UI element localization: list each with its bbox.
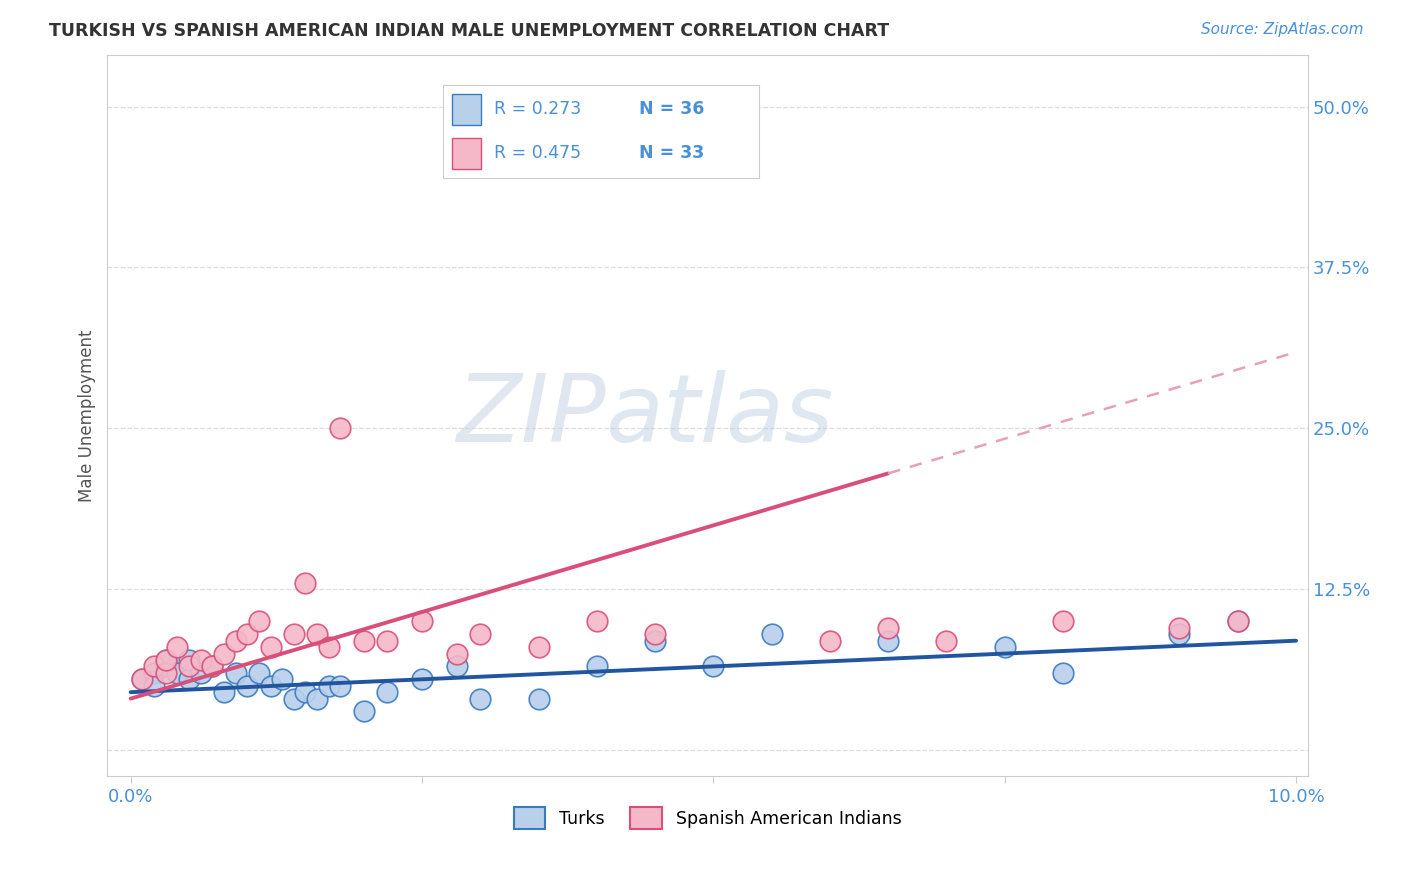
Point — [644, 627, 666, 641]
Point — [411, 673, 433, 687]
Point — [1168, 627, 1191, 641]
Point — [527, 691, 550, 706]
Point — [177, 653, 200, 667]
Point — [994, 640, 1017, 654]
Point — [702, 659, 724, 673]
Point — [283, 691, 305, 706]
Point — [166, 640, 188, 654]
Text: N = 36: N = 36 — [640, 100, 704, 118]
Point — [585, 615, 607, 629]
Point — [935, 633, 957, 648]
Point — [411, 615, 433, 629]
Point — [201, 659, 224, 673]
Point — [307, 627, 329, 641]
Point — [190, 653, 212, 667]
Text: Source: ZipAtlas.com: Source: ZipAtlas.com — [1201, 22, 1364, 37]
Point — [190, 665, 212, 680]
Text: R = 0.475: R = 0.475 — [494, 145, 581, 162]
Point — [329, 421, 352, 435]
Point — [1168, 621, 1191, 635]
Point — [143, 659, 166, 673]
Y-axis label: Male Unemployment: Male Unemployment — [79, 329, 96, 501]
Point — [375, 633, 398, 648]
Point — [212, 647, 235, 661]
Point — [131, 673, 153, 687]
Point — [236, 679, 259, 693]
Point — [527, 640, 550, 654]
Text: ZIP: ZIP — [456, 370, 606, 461]
Point — [177, 659, 200, 673]
Point — [236, 627, 259, 641]
Point — [702, 151, 724, 165]
Bar — [453, 95, 481, 125]
Point — [131, 673, 153, 687]
Point — [318, 679, 340, 693]
Point — [585, 659, 607, 673]
Text: TURKISH VS SPANISH AMERICAN INDIAN MALE UNEMPLOYMENT CORRELATION CHART: TURKISH VS SPANISH AMERICAN INDIAN MALE … — [49, 22, 890, 40]
Point — [446, 659, 468, 673]
Point — [818, 633, 841, 648]
Point — [353, 705, 375, 719]
Point — [375, 685, 398, 699]
Point — [877, 621, 900, 635]
Point — [329, 679, 352, 693]
Point — [247, 615, 270, 629]
Point — [201, 659, 224, 673]
Text: atlas: atlas — [606, 370, 834, 461]
Point — [1226, 615, 1249, 629]
Point — [259, 640, 281, 654]
Point — [247, 665, 270, 680]
Point — [155, 653, 177, 667]
Legend: Turks, Spanish American Indians: Turks, Spanish American Indians — [506, 800, 908, 836]
Point — [307, 691, 329, 706]
Point — [1226, 615, 1249, 629]
Point — [283, 627, 305, 641]
Point — [155, 653, 177, 667]
Point — [225, 665, 247, 680]
Point — [1052, 665, 1074, 680]
Point — [212, 685, 235, 699]
Point — [155, 659, 177, 673]
Point — [353, 633, 375, 648]
Point — [470, 691, 492, 706]
Point — [1052, 615, 1074, 629]
Point — [225, 633, 247, 648]
Point — [446, 647, 468, 661]
Point — [143, 679, 166, 693]
Point — [318, 640, 340, 654]
Point — [294, 685, 316, 699]
Text: N = 33: N = 33 — [640, 145, 704, 162]
Bar — [453, 138, 481, 169]
Point — [143, 665, 166, 680]
Point — [271, 673, 294, 687]
Point — [259, 679, 281, 693]
Point — [761, 627, 783, 641]
Point — [294, 575, 316, 590]
Point — [470, 627, 492, 641]
Point — [166, 665, 188, 680]
Point — [644, 633, 666, 648]
Point — [877, 633, 900, 648]
Text: R = 0.273: R = 0.273 — [494, 100, 581, 118]
Point — [155, 665, 177, 680]
Point — [177, 673, 200, 687]
